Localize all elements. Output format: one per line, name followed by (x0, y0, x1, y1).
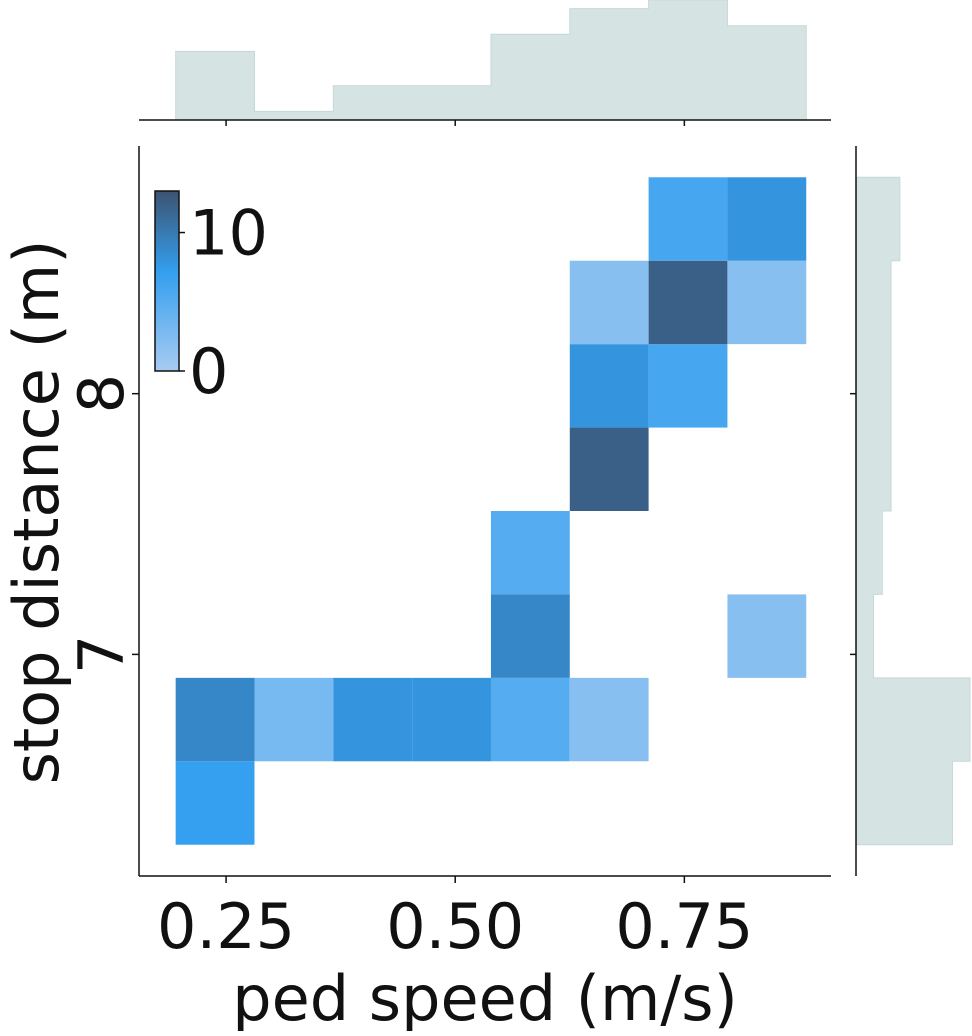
heatmap-cell (254, 677, 334, 762)
x-tick-label: 0.25 (157, 890, 295, 963)
heatmap-cell (569, 677, 649, 762)
heatmap-cell (648, 177, 728, 261)
heatmap-cell (569, 344, 649, 428)
main-axes: 0.25 0.50 0.75 7 8 (65, 146, 831, 963)
heatmap-cell (490, 594, 570, 678)
y-tick-label: 7 (65, 635, 138, 674)
x-axis-label: ped speed (m/s) (232, 962, 738, 1031)
x-tick-label: 0.75 (615, 890, 753, 963)
heatmap-cell (490, 677, 570, 762)
x-tick-label: 0.50 (386, 890, 524, 963)
heatmap-cell (727, 177, 807, 261)
heatmap-cell (412, 677, 491, 762)
colorbar: 0 10 (154, 190, 268, 408)
heatmap-cell (569, 427, 649, 511)
heatmap-cell (175, 677, 255, 762)
y-axis-label: stop distance (m) (0, 240, 73, 785)
heatmap-cell (727, 260, 807, 345)
heatmap-cells (175, 177, 807, 845)
right-marginal-histogram (850, 146, 971, 876)
colorbar-tick-label: 0 (189, 335, 228, 408)
heatmap-cell (569, 260, 649, 345)
right-marginal-bars (855, 176, 971, 846)
heatmap-cell (648, 260, 728, 345)
y-tick-label: 8 (65, 374, 138, 413)
top-marginal-histogram (139, 0, 831, 126)
colorbar-gradient (154, 190, 180, 372)
heatmap-cell (727, 594, 807, 678)
heatmap-cell (175, 761, 255, 845)
top-marginal-bars (175, 0, 807, 121)
colorbar-tick-label: 10 (189, 197, 268, 270)
heatmap-cell (490, 511, 570, 595)
heatmap-cell (333, 677, 413, 762)
heatmap-cell (648, 344, 728, 428)
